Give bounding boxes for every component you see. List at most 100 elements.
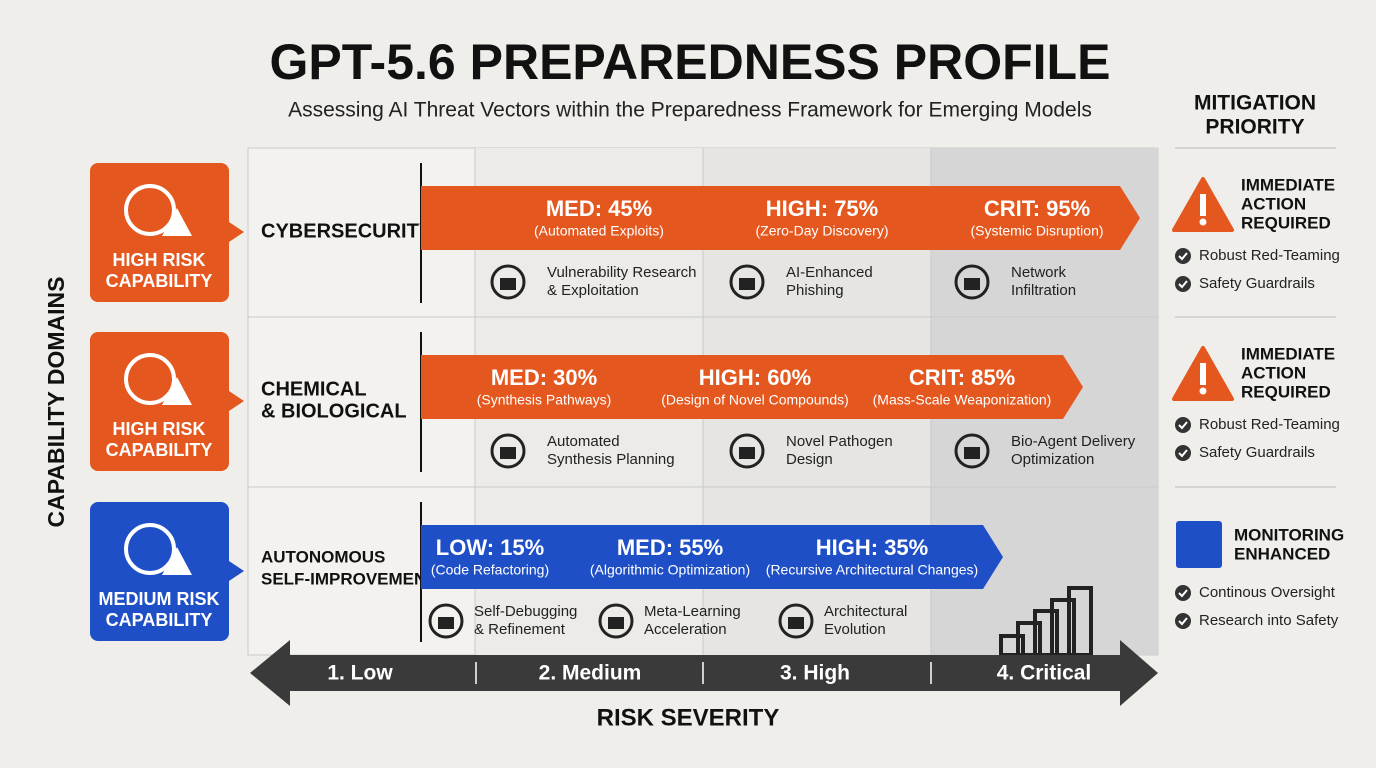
segment-level: MED: 30% [491,365,597,390]
badge-icon [124,523,176,575]
segment-detail: (Mass-Scale Weaponization) [873,392,1052,408]
item-label: Network [1011,264,1067,281]
check-mark [1178,589,1188,598]
severity-level: 2. Medium [539,662,642,685]
badge-icon-mark [162,208,192,236]
item-icon [954,264,990,300]
item-label: & Exploitation [547,282,639,299]
check-mark [1178,617,1188,626]
item-icon [428,603,464,639]
segment-level: MED: 45% [546,196,652,221]
warning-bang [1200,194,1206,216]
item-icon-detail [500,278,516,290]
mitigation-action: Research into Safety [1199,612,1339,629]
domain-label: & BIOLOGICAL [261,400,407,422]
domain-label: CHEMICAL [261,378,367,400]
badge-label: CAPABILITY [106,271,213,291]
item-label: Optimization [1011,451,1094,468]
item-icon [490,264,526,300]
item-label: Self-Debugging [474,603,577,620]
segment-detail: (Algorithmic Optimization) [590,562,750,578]
check-icon [1175,276,1191,292]
item-icon [729,433,765,469]
check-mark [1178,252,1188,261]
badge-pointer [229,222,244,242]
badge-label: CAPABILITY [106,440,213,460]
severity-level: 4. Critical [997,662,1092,685]
item-label: Evolution [824,621,886,638]
check-mark [1178,421,1188,430]
badge-pointer [229,391,244,411]
segment-level: CRIT: 95% [984,196,1090,221]
risk-arrow [421,186,1140,250]
domain-label: CYBERSECURITY [261,220,433,242]
mitigation-title: IMMEDIATE [1241,175,1335,194]
item-label: AI-Enhanced [786,264,873,281]
item-label: Vulnerability Research [547,264,697,281]
segment-detail: (Design of Novel Compounds) [661,392,849,408]
mitigation-title: REQUIRED [1241,382,1331,401]
subtitle: Assessing AI Threat Vectors within the P… [288,99,1092,122]
badge-icon [124,184,176,236]
segment-detail: (Systemic Disruption) [970,223,1103,239]
warning-bang [1200,363,1206,385]
segment-detail: (Automated Exploits) [534,223,664,239]
badge-pointer [229,561,244,581]
x-axis-label: RISK SEVERITY [597,704,780,731]
segment-detail: (Recursive Architectural Changes) [766,562,978,578]
item-label: Infiltration [1011,282,1076,299]
segment-level: HIGH: 35% [816,535,928,560]
risk-arrow [421,525,1003,589]
check-icon [1175,417,1191,433]
item-icon-detail [739,447,755,459]
mitigation-action: Robust Red-Teaming [1199,247,1340,264]
item-icon [598,603,634,639]
segment-detail: (Synthesis Pathways) [477,392,612,408]
severity-arrow [250,640,1158,706]
domain-label: AUTONOMOUS [261,547,385,566]
risk-arrow [421,355,1083,419]
segment-detail: (Code Refactoring) [431,562,549,578]
badge-icon-mark [162,547,192,575]
segment-level: HIGH: 75% [766,196,878,221]
mitigation-title: REQUIRED [1241,213,1331,232]
badge-icon [124,353,176,405]
warning-dot [1199,218,1207,226]
badge-label: HIGH RISK [112,419,205,439]
item-icon-detail [500,447,516,459]
badge-label: MEDIUM RISK [99,589,220,609]
item-icon-detail [964,278,980,290]
segment-detail: (Zero-Day Discovery) [755,223,888,239]
badge-label: CAPABILITY [106,610,213,630]
item-icon-detail [964,447,980,459]
item-label: Design [786,451,833,468]
check-mark [1178,280,1188,289]
item-icon [954,433,990,469]
segment-level: LOW: 15% [436,535,544,560]
mitigation-title: ACTION [1241,194,1306,213]
item-label: Acceleration [644,621,727,638]
segment-level: HIGH: 60% [699,365,811,390]
check-icon [1175,613,1191,629]
check-mark [1178,449,1188,458]
item-label: Meta-Learning [644,603,741,620]
item-icon [729,264,765,300]
severity-level: 1. Low [327,662,393,685]
warning-dot [1199,387,1207,395]
item-icon-detail [608,617,624,629]
item-icon-detail [739,278,755,290]
mitigation-title: ENHANCED [1234,544,1330,563]
severity-level: 3. High [780,662,850,685]
item-label: & Refinement [474,621,566,638]
mitigation-header: PRIORITY [1205,116,1304,139]
mitigation-action: Safety Guardrails [1199,275,1315,292]
title: GPT-5.6 PREPAREDNESS PROFILE [270,34,1111,90]
item-icon [490,433,526,469]
item-label: Synthesis Planning [547,451,675,468]
item-icon [778,603,814,639]
item-label: Architectural [824,603,907,620]
mitigation-action: Continous Oversight [1199,584,1336,601]
badge-icon-mark [162,377,192,405]
y-axis-label: CAPABILITY DOMAINS [43,277,69,528]
